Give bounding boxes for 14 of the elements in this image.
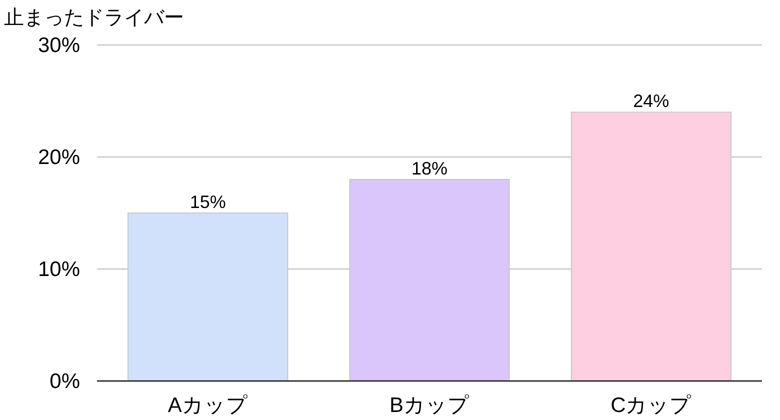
y-tick-label: 20% <box>38 146 80 169</box>
data-label: 18% <box>411 158 448 178</box>
y-tick-label: 10% <box>38 258 80 281</box>
bar <box>128 212 288 382</box>
x-tick-label: Cカップ <box>610 394 692 417</box>
bar <box>570 112 732 382</box>
bar <box>349 178 510 382</box>
y-axis-title: 止まったドライバー <box>4 7 184 29</box>
y-tick-label: 0% <box>50 370 80 393</box>
y-tick-label: 30% <box>38 34 80 57</box>
data-label: 24% <box>633 91 670 112</box>
x-tick-label: Aカップ <box>168 394 248 417</box>
data-label: 15% <box>190 192 226 212</box>
x-tick-label: Bカップ <box>389 394 470 417</box>
